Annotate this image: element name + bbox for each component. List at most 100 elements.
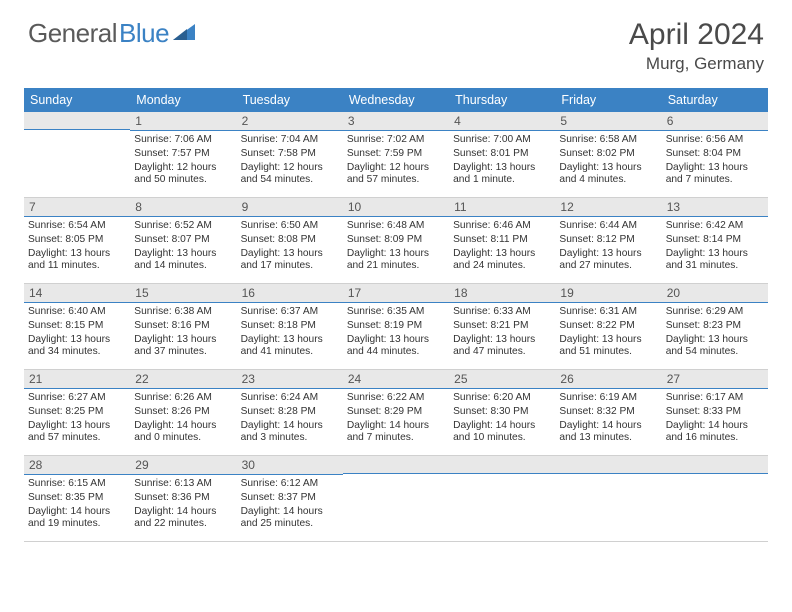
- sunset-text: Sunset: 8:07 PM: [134, 234, 232, 247]
- calendar-cell: 12Sunrise: 6:44 AMSunset: 8:12 PMDayligh…: [555, 198, 661, 284]
- day-number: 9: [237, 198, 343, 217]
- cell-content: Sunrise: 7:06 AMSunset: 7:57 PMDaylight:…: [130, 134, 236, 191]
- cell-content: Sunrise: 6:19 AMSunset: 8:32 PMDaylight:…: [555, 392, 661, 449]
- page-header: GeneralBlue April 2024 Murg, Germany: [0, 0, 792, 82]
- cell-content: Sunrise: 6:13 AMSunset: 8:36 PMDaylight:…: [130, 478, 236, 535]
- sunset-text: Sunset: 7:58 PM: [241, 148, 339, 161]
- calendar-cell: 6Sunrise: 6:56 AMSunset: 8:04 PMDaylight…: [662, 112, 768, 198]
- daylight-text: Daylight: 13 hours and 1 minute.: [453, 162, 551, 188]
- sunset-text: Sunset: 8:35 PM: [28, 492, 126, 505]
- daylight-text: Daylight: 13 hours and 47 minutes.: [453, 334, 551, 360]
- sunset-text: Sunset: 7:59 PM: [347, 148, 445, 161]
- cell-content: Sunrise: 6:50 AMSunset: 8:08 PMDaylight:…: [237, 220, 343, 277]
- sunset-text: Sunset: 8:04 PM: [666, 148, 764, 161]
- day-number: 20: [662, 284, 768, 303]
- day-number: [662, 456, 768, 474]
- location: Murg, Germany: [629, 54, 764, 74]
- daylight-text: Daylight: 14 hours and 22 minutes.: [134, 506, 232, 532]
- calendar-cell: 7Sunrise: 6:54 AMSunset: 8:05 PMDaylight…: [24, 198, 130, 284]
- daylight-text: Daylight: 13 hours and 4 minutes.: [559, 162, 657, 188]
- calendar-cell: 4 Sunrise: 7:00 AMSunset: 8:01 PMDaylight…: [449, 112, 555, 198]
- calendar-week: 21Sunrise: 6:27 AMSunset: 8:25 PMDayligh…: [24, 370, 768, 456]
- day-number: 3: [343, 112, 449, 131]
- calendar-cell: 17Sunrise: 6:35 AMSunset: 8:19 PMDayligh…: [343, 284, 449, 370]
- sunrise-text: Sunrise: 7:00 AM: [453, 134, 551, 147]
- calendar-cell: 11 Sunrise: 6:46 AMSunset: 8:11 PMDayligh…: [449, 198, 555, 284]
- daylight-text: Daylight: 13 hours and 44 minutes.: [347, 334, 445, 360]
- daylight-text: Daylight: 14 hours and 0 minutes.: [134, 420, 232, 446]
- cell-content: Sunrise: 6:22 AMSunset: 8:29 PMDaylight:…: [343, 392, 449, 449]
- day-number: 11: [449, 198, 555, 217]
- daylight-text: Daylight: 13 hours and 31 minutes.: [666, 248, 764, 274]
- day-number: 13: [662, 198, 768, 217]
- sunrise-text: Sunrise: 6:46 AM: [453, 220, 551, 233]
- day-number: [555, 456, 661, 474]
- daylight-text: Daylight: 14 hours and 10 minutes.: [453, 420, 551, 446]
- sunrise-text: Sunrise: 6:50 AM: [241, 220, 339, 233]
- sunset-text: Sunset: 8:05 PM: [28, 234, 126, 247]
- day-number: 25: [449, 370, 555, 389]
- daylight-text: Daylight: 14 hours and 25 minutes.: [241, 506, 339, 532]
- daylight-text: Daylight: 13 hours and 57 minutes.: [28, 420, 126, 446]
- day-number: [24, 112, 130, 130]
- cell-content: Sunrise: 6:31 AMSunset: 8:22 PMDaylight:…: [555, 306, 661, 363]
- sunset-text: Sunset: 8:15 PM: [28, 320, 126, 333]
- sunset-text: Sunset: 8:29 PM: [347, 406, 445, 419]
- sunset-text: Sunset: 8:01 PM: [453, 148, 551, 161]
- sunset-text: Sunset: 8:25 PM: [28, 406, 126, 419]
- calendar-cell: 27Sunrise: 6:17 AMSunset: 8:33 PMDayligh…: [662, 370, 768, 456]
- cell-content: Sunrise: 6:20 AMSunset: 8:30 PMDaylight:…: [449, 392, 555, 449]
- cell-content: Sunrise: 6:44 AMSunset: 8:12 PMDaylight:…: [555, 220, 661, 277]
- daylight-text: Daylight: 13 hours and 11 minutes.: [28, 248, 126, 274]
- weekday-wednesday: Wednesday: [343, 88, 449, 112]
- sunrise-text: Sunrise: 6:44 AM: [559, 220, 657, 233]
- day-number: 26: [555, 370, 661, 389]
- day-number: 29: [130, 456, 236, 475]
- sunrise-text: Sunrise: 6:37 AM: [241, 306, 339, 319]
- cell-content: Sunrise: 6:46 AMSunset: 8:11 PMDaylight:…: [449, 220, 555, 277]
- calendar-cell: 14Sunrise: 6:40 AMSunset: 8:15 PMDayligh…: [24, 284, 130, 370]
- sunrise-text: Sunrise: 6:15 AM: [28, 478, 126, 491]
- cell-content: Sunrise: 6:37 AMSunset: 8:18 PMDaylight:…: [237, 306, 343, 363]
- cell-content: Sunrise: 6:52 AMSunset: 8:07 PMDaylight:…: [130, 220, 236, 277]
- day-number: 10: [343, 198, 449, 217]
- daylight-text: Daylight: 14 hours and 13 minutes.: [559, 420, 657, 446]
- cell-content: Sunrise: 7:00 AMSunset: 8:01 PMDaylight:…: [449, 134, 555, 191]
- cell-content: Sunrise: 6:58 AMSunset: 8:02 PMDaylight:…: [555, 134, 661, 191]
- sunset-text: Sunset: 8:19 PM: [347, 320, 445, 333]
- calendar-cell: 25 Sunrise: 6:20 AMSunset: 8:30 PMDayligh…: [449, 370, 555, 456]
- cell-content: Sunrise: 7:02 AMSunset: 7:59 PMDaylight:…: [343, 134, 449, 191]
- cell-content: Sunrise: 6:12 AMSunset: 8:37 PMDaylight:…: [237, 478, 343, 535]
- sunset-text: Sunset: 8:37 PM: [241, 492, 339, 505]
- daylight-text: Daylight: 13 hours and 54 minutes.: [666, 334, 764, 360]
- cell-content: Sunrise: 6:24 AMSunset: 8:28 PMDaylight:…: [237, 392, 343, 449]
- daylight-text: Daylight: 13 hours and 14 minutes.: [134, 248, 232, 274]
- daylight-text: Daylight: 14 hours and 16 minutes.: [666, 420, 764, 446]
- day-number: 8: [130, 198, 236, 217]
- cell-content: Sunrise: 6:27 AMSunset: 8:25 PMDaylight:…: [24, 392, 130, 449]
- daylight-text: Daylight: 12 hours and 57 minutes.: [347, 162, 445, 188]
- day-number: 28: [24, 456, 130, 475]
- daylight-text: Daylight: 14 hours and 7 minutes.: [347, 420, 445, 446]
- day-number: 30: [237, 456, 343, 475]
- day-number: 4: [449, 112, 555, 131]
- sunset-text: Sunset: 7:57 PM: [134, 148, 232, 161]
- daylight-text: Daylight: 13 hours and 21 minutes.: [347, 248, 445, 274]
- calendar-cell: [24, 112, 130, 198]
- calendar-cell: 13 Sunrise: 6:42 AMSunset: 8:14 PMDayligh…: [662, 198, 768, 284]
- calendar-cell: [449, 456, 555, 542]
- cell-content: Sunrise: 6:56 AMSunset: 8:04 PMDaylight:…: [662, 134, 768, 191]
- cell-content: Sunrise: 6:33 AMSunset: 8:21 PMDaylight:…: [449, 306, 555, 363]
- cell-content: Sunrise: 6:54 AMSunset: 8:05 PMDaylight:…: [24, 220, 130, 277]
- calendar-week: 14Sunrise: 6:40 AMSunset: 8:15 PMDayligh…: [24, 284, 768, 370]
- cell-content: Sunrise: 6:17 AMSunset: 8:33 PMDaylight:…: [662, 392, 768, 449]
- sunrise-text: Sunrise: 6:20 AM: [453, 392, 551, 405]
- weekday-thursday: Thursday: [449, 88, 555, 112]
- calendar-cell: 22Sunrise: 6:26 AMSunset: 8:26 PMDayligh…: [130, 370, 236, 456]
- sunset-text: Sunset: 8:22 PM: [559, 320, 657, 333]
- calendar-cell: 15Sunrise: 6:38 AMSunset: 8:16 PMDayligh…: [130, 284, 236, 370]
- day-number: 2: [237, 112, 343, 131]
- cell-content: Sunrise: 6:42 AMSunset: 8:14 PMDaylight:…: [662, 220, 768, 277]
- daylight-text: Daylight: 14 hours and 3 minutes.: [241, 420, 339, 446]
- cell-content: Sunrise: 6:38 AMSunset: 8:16 PMDaylight:…: [130, 306, 236, 363]
